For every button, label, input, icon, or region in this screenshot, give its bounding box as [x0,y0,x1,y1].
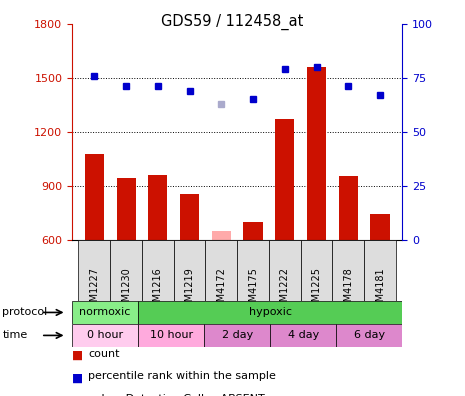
Text: ■: ■ [72,394,83,396]
FancyBboxPatch shape [72,301,138,324]
Text: value, Detection Call = ABSENT: value, Detection Call = ABSENT [88,394,265,396]
Text: GSM1216: GSM1216 [153,267,163,314]
Text: 2 day: 2 day [221,330,253,341]
Text: normoxic: normoxic [80,307,131,318]
Bar [307,67,326,240]
FancyBboxPatch shape [336,324,402,347]
FancyBboxPatch shape [138,324,204,347]
FancyBboxPatch shape [237,240,269,301]
Text: GSM4178: GSM4178 [343,267,353,314]
Bar [371,213,390,240]
Text: 4 day: 4 day [287,330,319,341]
Text: ■: ■ [72,349,83,362]
Text: GSM1230: GSM1230 [121,267,131,314]
FancyBboxPatch shape [204,324,270,347]
Text: protocol: protocol [2,307,47,318]
FancyBboxPatch shape [270,324,336,347]
Text: GSM1225: GSM1225 [312,267,321,314]
FancyBboxPatch shape [206,240,237,301]
Text: GSM1219: GSM1219 [185,267,194,314]
Text: 10 hour: 10 hour [150,330,193,341]
FancyBboxPatch shape [72,324,138,347]
Bar [275,119,294,240]
FancyBboxPatch shape [173,240,206,301]
Text: GDS59 / 112458_at: GDS59 / 112458_at [161,14,304,30]
FancyBboxPatch shape [364,240,396,301]
Text: GSM4181: GSM4181 [375,267,385,314]
Text: GSM1222: GSM1222 [280,267,290,314]
Bar [212,230,231,240]
FancyBboxPatch shape [142,240,173,301]
Bar [244,222,263,240]
FancyBboxPatch shape [332,240,364,301]
Bar [85,154,104,240]
Text: ■: ■ [72,371,83,385]
Bar [339,176,358,240]
FancyBboxPatch shape [301,240,332,301]
Text: percentile rank within the sample: percentile rank within the sample [88,371,276,381]
Text: 0 hour: 0 hour [87,330,123,341]
Text: time: time [2,330,27,341]
Text: hypoxic: hypoxic [249,307,292,318]
Bar [180,194,199,240]
FancyBboxPatch shape [110,240,142,301]
FancyBboxPatch shape [79,240,110,301]
FancyBboxPatch shape [138,301,402,324]
Text: 6 day: 6 day [354,330,385,341]
Text: GSM1227: GSM1227 [89,267,100,314]
Text: GSM4175: GSM4175 [248,267,258,314]
Text: GSM4172: GSM4172 [216,267,226,314]
Text: count: count [88,349,120,359]
Bar [117,179,136,240]
FancyBboxPatch shape [269,240,301,301]
Bar [148,175,167,240]
